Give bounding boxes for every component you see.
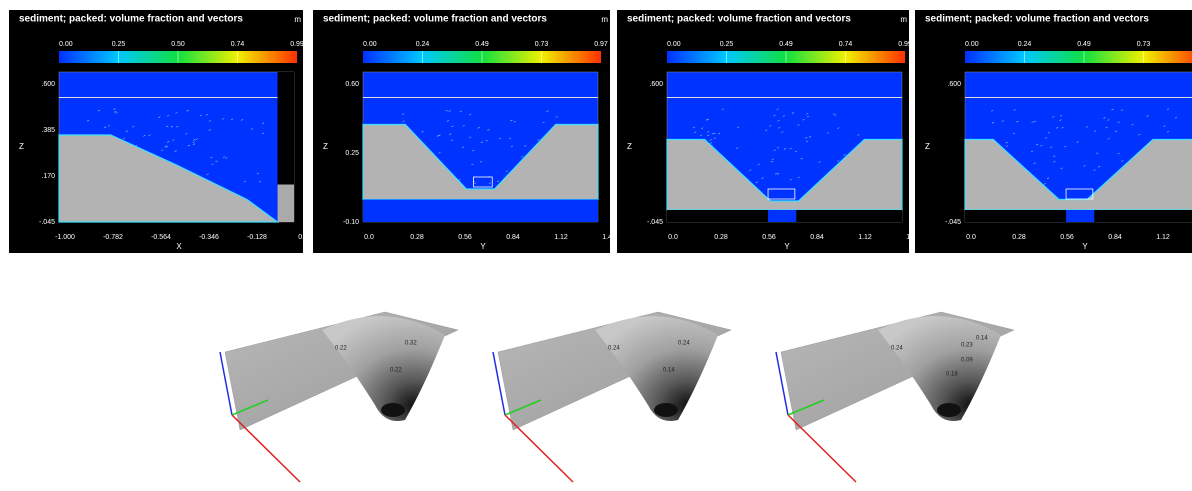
figure: sediment; packed: volume fraction and ve…: [0, 0, 1192, 486]
x-tick-label: 0.28: [410, 234, 424, 241]
bottom-strip: [363, 200, 598, 223]
x-tick-label: 0.09: [298, 234, 312, 241]
x-tick-label: 0.0: [668, 234, 678, 241]
x-tick-label: 1.12: [858, 234, 872, 241]
z-tick-label: .385: [41, 127, 55, 134]
x-tick-label: -0.128: [247, 234, 267, 241]
x-axis-label: Y: [480, 242, 486, 251]
z-axis-label: Z: [925, 142, 930, 151]
outlet: [278, 185, 294, 223]
panel-title: sediment; packed: volume fraction and ve…: [19, 14, 243, 25]
contour-label: 0.32: [405, 341, 417, 347]
colorbar-tick-label: 0.49: [779, 41, 793, 48]
colorbar-tick-label: 0.00: [965, 41, 979, 48]
contour-label: 0.23: [961, 343, 973, 349]
scour-surface: 0.22 0.32 0.22: [220, 312, 458, 482]
colorbar-tick-label: 0.74: [231, 41, 245, 48]
contour-label: 0.24: [608, 346, 620, 352]
x-axis-label: Y: [784, 242, 790, 251]
x-tick-label: 1.12: [1156, 234, 1170, 241]
colorbar-tick-label: 0.24: [416, 41, 430, 48]
z-axis-label: Z: [19, 142, 24, 151]
z-axis-label: Z: [323, 142, 328, 151]
x-tick-label: 0.56: [762, 234, 776, 241]
unit-label: m: [294, 15, 301, 24]
x-tick-label: 0.84: [1108, 234, 1122, 241]
scour-bottom: [654, 403, 678, 417]
colorbar-tick-label: 0.24: [1018, 41, 1032, 48]
sim-panel: sediment; packed: volume fraction and ve…: [915, 10, 1192, 253]
z-tick-label: .600: [947, 81, 961, 88]
x-tick-label: 0.0: [364, 234, 374, 241]
x-tick-label: 0.28: [1012, 234, 1026, 241]
contour-label: 0.22: [390, 368, 402, 374]
outlet-gap: [278, 72, 294, 185]
colorbar-tick-label: 0.74: [839, 41, 853, 48]
z-axis-label: Z: [627, 142, 632, 151]
contour-label: 0.24: [678, 341, 690, 347]
z-tick-label: .600: [649, 81, 663, 88]
colorbar-tick-label: 0.50: [171, 41, 185, 48]
contour-label: 0.14: [976, 336, 988, 342]
colorbar-tick-label: 0.25: [720, 41, 734, 48]
panel-title: sediment; packed: volume fraction and ve…: [627, 14, 851, 25]
sim-panel: sediment; packed: volume fraction and ve…: [313, 10, 633, 253]
scour-surface: 0.24 0.24 0.14: [493, 312, 731, 482]
colorbar-tick-label: 0.49: [475, 41, 489, 48]
x-tick-label: -0.782: [103, 234, 123, 241]
colorbar: [965, 51, 1192, 63]
axis-x: [232, 415, 300, 482]
x-tick-label: 0.56: [1060, 234, 1074, 241]
colorbar-tick-label: 0.73: [1137, 41, 1151, 48]
scour-bottom: [381, 403, 405, 417]
sim-panel: sediment; packed: volume fraction and ve…: [617, 10, 937, 253]
drain: [768, 210, 796, 222]
z-tick-label: 0.60: [345, 81, 359, 88]
contour-label: 0.14: [663, 368, 675, 374]
colorbar-tick-label: 0.00: [59, 41, 73, 48]
axis-x: [505, 415, 573, 482]
colorbar-tick-label: 0.97: [594, 41, 608, 48]
contour-label: 0.22: [335, 346, 347, 352]
contour-label: 0.24: [891, 346, 903, 352]
drain: [1066, 210, 1094, 222]
colorbar-tick-label: 0.00: [667, 41, 681, 48]
unit-label: m: [900, 15, 907, 24]
z-tick-label: 0.25: [345, 150, 359, 157]
z-tick-label: .600: [41, 81, 55, 88]
axis-x: [788, 415, 856, 482]
x-tick-label: 0.84: [810, 234, 824, 241]
colorbar-tick-label: 0.73: [535, 41, 549, 48]
x-tick-label: 1.12: [554, 234, 568, 241]
x-tick-label: 1.40: [602, 234, 616, 241]
panel-title: sediment; packed: volume fraction and ve…: [323, 14, 547, 25]
colorbar-tick-label: 0.99: [290, 41, 304, 48]
z-tick-label: -0.10: [343, 219, 359, 226]
unit-label: m: [601, 15, 608, 24]
colorbar-tick-label: 0.25: [112, 41, 126, 48]
contour-label: 0.18: [946, 372, 958, 378]
x-tick-label: -1.000: [55, 234, 75, 241]
colorbar-tick-label: 0.00: [363, 41, 377, 48]
x-tick-label: -0.564: [151, 234, 171, 241]
x-tick-label: 0.56: [458, 234, 472, 241]
x-axis-label: Y: [1082, 242, 1088, 251]
x-tick-label: 0.28: [714, 234, 728, 241]
x-tick-label: 0.0: [966, 234, 976, 241]
colorbar-tick-label: 0.99: [898, 41, 912, 48]
scour-bottom: [937, 403, 961, 417]
x-tick-label: 0.84: [506, 234, 520, 241]
sim-panel: sediment; packed: volume fraction and ve…: [9, 10, 329, 253]
contour-label: 0.09: [961, 358, 973, 364]
z-tick-label: -.045: [39, 219, 55, 226]
z-tick-label: .170: [41, 173, 55, 180]
panel-title: sediment; packed: volume fraction and ve…: [925, 14, 1149, 25]
colorbar-tick-label: 0.49: [1077, 41, 1091, 48]
z-tick-label: -.045: [945, 219, 961, 226]
z-tick-label: -.045: [647, 219, 663, 226]
x-axis-label: X: [176, 242, 182, 251]
x-tick-label: -0.346: [199, 234, 219, 241]
scour-surface: 0.24 0.23 0.18 0.14 0.09: [776, 312, 1014, 482]
